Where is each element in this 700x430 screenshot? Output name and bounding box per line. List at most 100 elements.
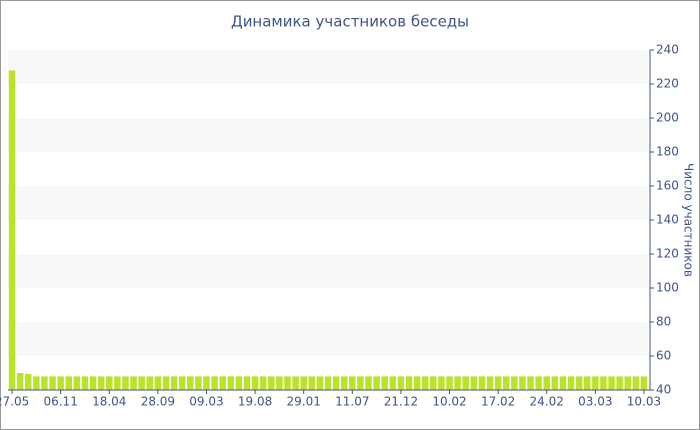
- y-axis-label: Число участников: [682, 163, 696, 277]
- bar: [187, 376, 194, 390]
- bar: [146, 376, 154, 390]
- bar: [178, 376, 186, 390]
- bar: [527, 376, 534, 390]
- bar: [389, 376, 397, 390]
- bar: [65, 376, 72, 390]
- bar: [616, 376, 623, 390]
- bar: [559, 376, 567, 390]
- bar: [89, 376, 97, 390]
- bar: [114, 376, 121, 390]
- bar: [41, 376, 48, 390]
- chart-title: Динамика участников беседы: [231, 13, 469, 31]
- bar: [268, 376, 275, 390]
- x-tick-label: 29.01: [287, 395, 321, 409]
- bar: [162, 376, 170, 390]
- y-tick-label: 160: [656, 179, 679, 193]
- bar: [227, 376, 235, 390]
- bar: [543, 376, 550, 390]
- y-tick-label: 120: [656, 247, 679, 261]
- x-tick-label: 06.11: [43, 395, 77, 409]
- bar: [25, 373, 32, 390]
- bar: [575, 376, 583, 390]
- bar: [57, 376, 64, 390]
- bar: [332, 376, 340, 390]
- bar: [511, 376, 518, 390]
- bar: [284, 376, 291, 390]
- bar: [73, 376, 81, 390]
- bar: [16, 373, 24, 390]
- bar: [584, 376, 591, 390]
- y-tick-label: 220: [656, 77, 679, 91]
- bar: [170, 376, 178, 390]
- bar: [494, 376, 502, 390]
- grid-stripe: [8, 118, 648, 152]
- y-tick-label: 180: [656, 145, 679, 159]
- bar: [365, 376, 372, 390]
- bar: [8, 70, 16, 391]
- x-tick-label: 11.07: [335, 395, 369, 409]
- grid-stripe: [8, 186, 648, 220]
- bar: [640, 376, 648, 390]
- bar: [502, 376, 510, 390]
- x-tick-label: 10.03: [627, 395, 661, 409]
- bar: [373, 376, 380, 390]
- bar: [203, 376, 210, 390]
- bar: [138, 376, 145, 390]
- y-tick-label: 60: [656, 349, 671, 363]
- x-tick-label: 19.08: [238, 395, 272, 409]
- bar: [49, 376, 56, 390]
- bar: [106, 376, 113, 390]
- x-tick-label: 21.12: [384, 395, 418, 409]
- y-tick-label: 80: [656, 315, 671, 329]
- bar: [535, 376, 542, 390]
- bar: [592, 376, 599, 390]
- bar: [470, 376, 478, 390]
- x-tick-label: 24.02: [530, 395, 564, 409]
- x-tick-label: 10.02: [432, 395, 466, 409]
- bar: [519, 376, 526, 390]
- y-tick-label: 200: [656, 111, 679, 125]
- bar: [486, 376, 494, 390]
- bar: [308, 376, 316, 390]
- bar: [97, 376, 105, 390]
- bar: [251, 376, 259, 390]
- bar: [454, 376, 461, 390]
- bar: [81, 376, 89, 390]
- bar: [462, 376, 469, 390]
- bar: [632, 376, 640, 390]
- bar: [430, 376, 437, 390]
- bar: [130, 376, 137, 390]
- y-tick-label: 240: [656, 43, 679, 57]
- bar: [33, 376, 40, 390]
- bar: [122, 376, 129, 390]
- bar: [551, 376, 559, 390]
- bar: [357, 376, 364, 390]
- x-tick-label: 18.04: [92, 395, 126, 409]
- bar: [381, 376, 388, 390]
- grid-stripe: [8, 322, 648, 356]
- bar: [608, 376, 615, 390]
- x-tick-label: 17.02: [481, 395, 515, 409]
- bar: [567, 376, 575, 390]
- bar: [349, 376, 356, 390]
- bar: [259, 376, 267, 390]
- x-tick-label: 28.09: [141, 395, 175, 409]
- bar: [300, 376, 307, 390]
- bar: [195, 376, 202, 390]
- bar: [243, 376, 251, 390]
- x-tick-label: 09.03: [189, 395, 223, 409]
- bar: [421, 376, 429, 390]
- bar: [438, 376, 445, 390]
- bar: [219, 376, 226, 390]
- y-tick-label: 40: [656, 383, 671, 397]
- grid-stripe: [8, 254, 648, 288]
- bar: [340, 376, 348, 390]
- bar: [154, 376, 162, 390]
- bar: [292, 376, 299, 390]
- bar: [316, 376, 324, 390]
- bar: [405, 376, 413, 390]
- bar: [600, 376, 607, 390]
- x-tick-label: 03.03: [578, 395, 612, 409]
- bar: [276, 376, 283, 390]
